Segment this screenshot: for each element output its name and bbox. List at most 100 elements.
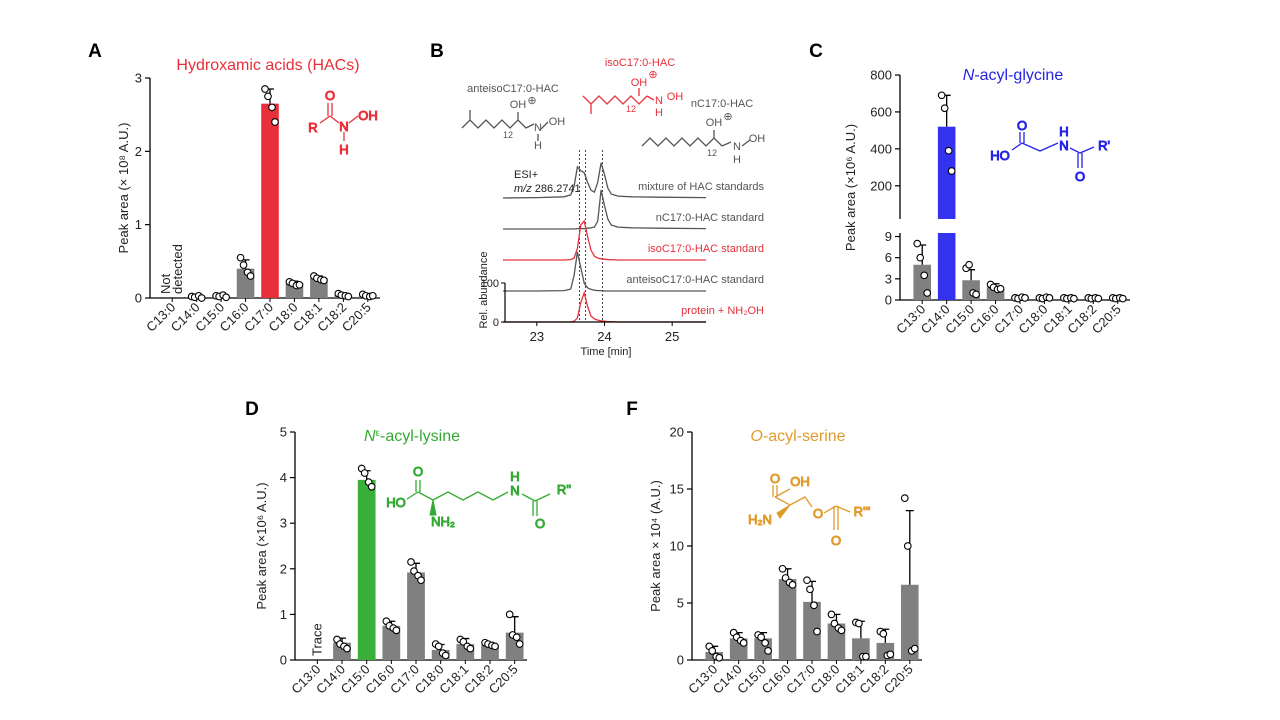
title-part: Hydroxamic acids (HACs) — [176, 57, 359, 74]
structure-name: anteisoC17:0-HAC — [467, 83, 559, 95]
mz-prefix: m/z — [514, 183, 532, 195]
y-tick-label: 0 — [885, 293, 892, 308]
data-point — [810, 601, 818, 610]
atom: H — [339, 142, 348, 157]
trace — [503, 189, 707, 230]
data-point — [295, 280, 304, 289]
data-point — [1118, 294, 1127, 303]
data-point — [806, 585, 814, 594]
legend-label: anteisoC17:0-HAC standard — [626, 274, 764, 286]
data-point — [515, 640, 524, 648]
atom: OH — [510, 99, 527, 111]
y-tick-label: 6 — [885, 250, 892, 265]
atom: N — [339, 119, 348, 134]
annotation-line: Not — [158, 273, 173, 294]
data-point — [761, 639, 769, 647]
data-point — [855, 619, 863, 628]
data-point — [937, 91, 946, 100]
data-point — [264, 92, 272, 101]
y-tick-label: 0 — [493, 317, 499, 329]
data-point — [965, 260, 973, 269]
legend-label: nC17:0-HAC standard — [656, 212, 764, 224]
bonds — [319, 103, 359, 141]
atom: OH — [358, 108, 378, 123]
bonds — [772, 485, 851, 530]
legend-label: mixture of HAC standards — [638, 181, 764, 193]
y-tick-label: 2 — [135, 144, 142, 159]
data-point — [972, 290, 980, 299]
atom: OH — [749, 133, 766, 145]
title-part: -acyl-serine — [763, 428, 846, 445]
atom: N — [510, 483, 519, 498]
data-point — [923, 289, 932, 297]
ion-mode: ESI+ — [514, 169, 538, 181]
structure-name: nC17:0-HAC — [691, 98, 753, 110]
x-axis-label: Time [min] — [581, 346, 632, 358]
atom: ⊕ — [527, 95, 536, 107]
data-point — [879, 629, 888, 638]
bonds — [1011, 132, 1095, 168]
data-point — [368, 291, 377, 300]
y-tick-label: 0 — [677, 653, 684, 668]
panel-label: C — [809, 41, 823, 62]
data-point — [862, 652, 870, 661]
data-point — [271, 118, 279, 126]
structure-f: O OH H₂N O R''' O — [748, 471, 871, 549]
data-point — [944, 146, 953, 155]
data-point — [246, 272, 255, 280]
atom: N — [733, 141, 741, 153]
atom: O — [325, 88, 335, 103]
data-point — [803, 576, 811, 585]
y-tick-label: 1 — [280, 607, 287, 622]
data-point — [837, 626, 846, 635]
x-tick-label: 25 — [665, 329, 679, 344]
y-tick-label: 5 — [677, 596, 684, 611]
y-tick-label: 3 — [135, 71, 142, 86]
bar — [382, 625, 401, 660]
data-point — [715, 653, 724, 662]
y-tick-label: 5 — [280, 425, 287, 440]
data-point — [910, 644, 919, 653]
data-point — [434, 642, 443, 651]
mz-value: 286.2741 — [535, 183, 581, 195]
atom: OH — [667, 91, 684, 103]
bar — [778, 579, 797, 660]
y-tick-label: 0 — [280, 653, 287, 668]
data-point — [708, 647, 717, 655]
y-axis-label: Peak area (×10⁶ A.U.) — [254, 482, 269, 609]
atom: H — [510, 469, 519, 484]
data-point — [491, 642, 499, 651]
data-point — [916, 253, 925, 262]
data-point — [417, 576, 425, 585]
y-tick-label: 3 — [280, 516, 287, 531]
chart-title: Hydroxamic acids (HACs) — [176, 57, 359, 74]
data-point — [1094, 294, 1103, 303]
y-tick-label: 3 — [885, 271, 892, 286]
atom: 12 — [503, 130, 513, 140]
data-point — [344, 292, 353, 301]
y-tick-label: 1 — [135, 217, 142, 232]
data-point — [913, 239, 922, 248]
chart-title: Nε-acyl-lysine — [364, 428, 460, 446]
y-axis-label: Peak area × 10⁴ (A.U.) — [648, 480, 663, 612]
atom: 12 — [707, 148, 717, 158]
data-point — [813, 627, 821, 636]
panel-label: D — [245, 399, 259, 420]
bonds — [461, 110, 549, 141]
y-tick-label: 600 — [870, 104, 892, 119]
data-point — [947, 167, 956, 175]
panel-label: B — [430, 41, 444, 62]
trace — [502, 162, 707, 199]
data-point — [222, 293, 230, 302]
data-point — [827, 610, 836, 619]
bar — [803, 601, 821, 660]
y-tick-label: 400 — [870, 141, 892, 156]
bar — [937, 233, 956, 300]
atom: H — [1059, 124, 1068, 139]
annotation: Trace — [309, 623, 324, 656]
annotation: Notdetected — [158, 244, 185, 294]
chart-title: N-acyl-glycine — [963, 67, 1064, 84]
atom: R''' — [854, 504, 871, 519]
bonds — [641, 130, 751, 147]
data-point — [739, 639, 748, 647]
